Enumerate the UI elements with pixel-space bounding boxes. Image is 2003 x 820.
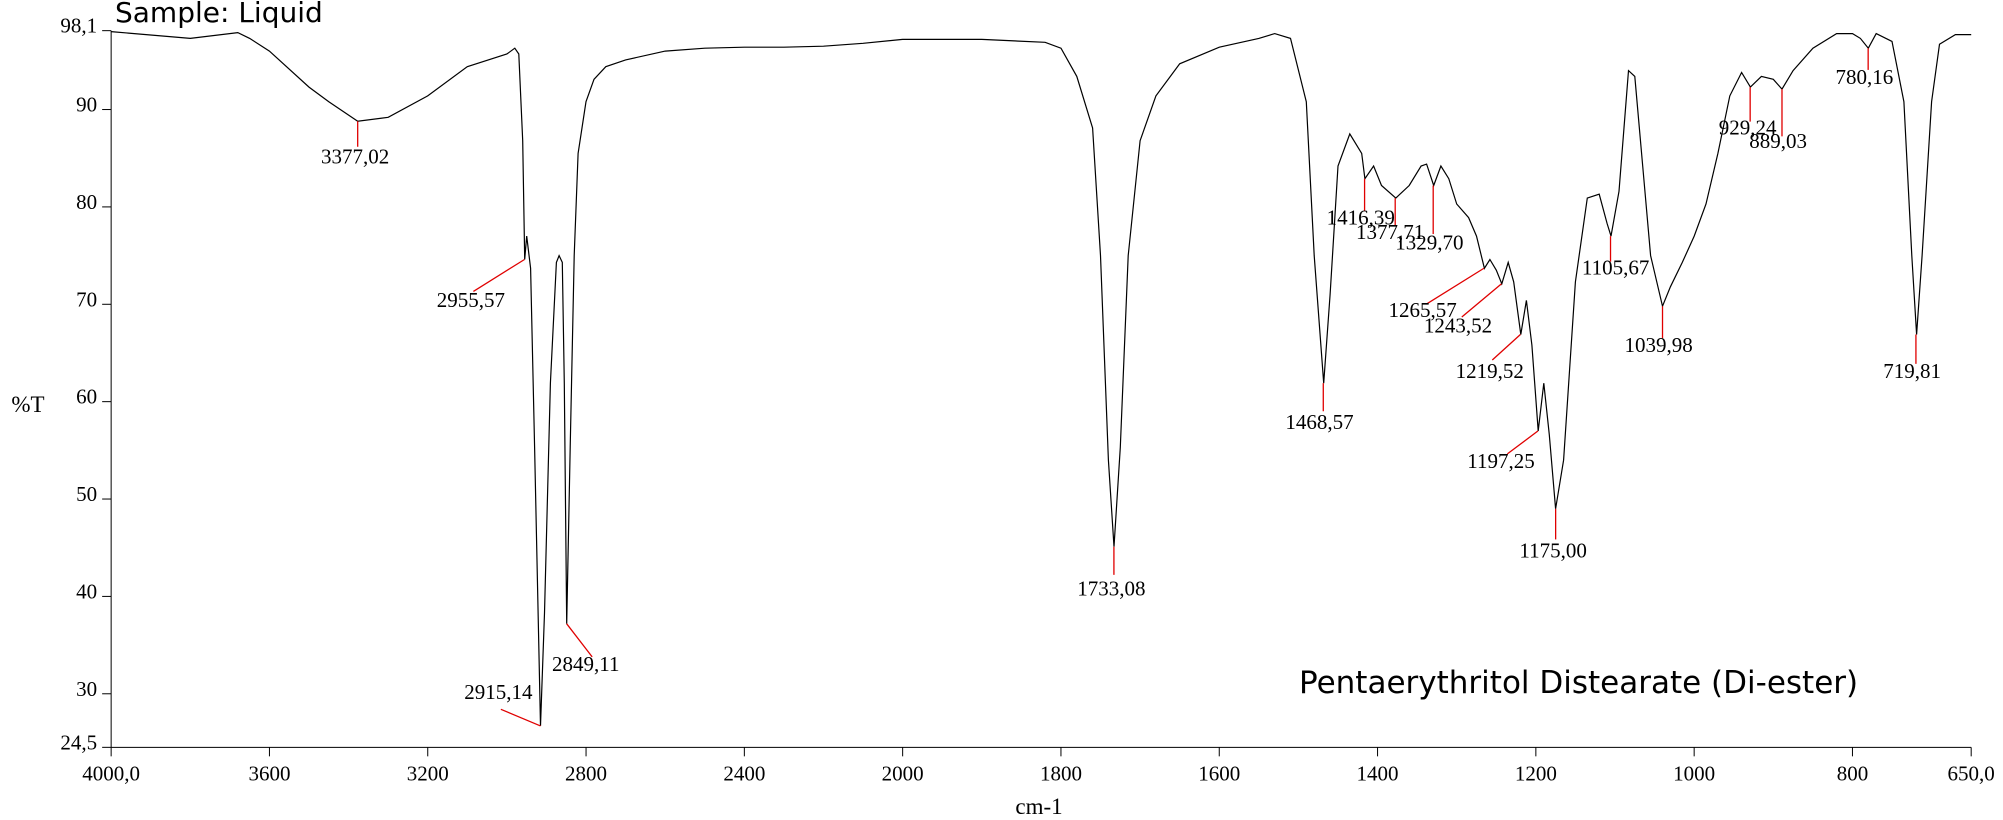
peak-label: 1219,52 — [1456, 359, 1524, 383]
peak-marker — [1506, 430, 1539, 455]
x-tick-label: 1600 — [1198, 761, 1240, 785]
peak-label: 1197,25 — [1467, 449, 1534, 473]
y-tick-label: 24,5 — [60, 730, 97, 754]
x-axis-label: cm-1 — [1015, 794, 1062, 819]
peak-label: 1377,71 — [1356, 220, 1424, 244]
y-tick-label: 60 — [76, 385, 97, 409]
peak-label: 780,16 — [1835, 65, 1893, 89]
peak-label: 1733,08 — [1077, 576, 1145, 600]
y-tick-label: 80 — [76, 190, 97, 214]
y-tick-label: 50 — [76, 482, 97, 506]
peak-label: 929,24 — [1719, 115, 1777, 139]
x-tick-label: 3600 — [248, 761, 290, 785]
peak-label: 2849,11 — [552, 652, 619, 676]
peak-marker — [1461, 283, 1502, 318]
peak-label: 1416,39 — [1327, 206, 1395, 230]
peak-marker — [1491, 333, 1521, 361]
y-tick-label: 70 — [76, 287, 97, 311]
x-tick-label: 3200 — [407, 761, 449, 785]
x-tick-label: 2400 — [723, 761, 765, 785]
peak-label: 1329,70 — [1395, 230, 1463, 254]
x-tick-label: 650,0 — [1948, 761, 1995, 785]
x-tick-label: 1400 — [1357, 761, 1399, 785]
peak-label: 719,81 — [1883, 359, 1941, 383]
peak-label: 1468,57 — [1285, 410, 1353, 434]
peak-label: 889,03 — [1749, 129, 1807, 153]
x-tick-label: 2000 — [882, 761, 924, 785]
spectrum-line — [111, 31, 1972, 726]
peak-label: 1105,67 — [1582, 255, 1649, 279]
peak-label: 1265,57 — [1389, 298, 1457, 322]
chart-annotation: Pentaerythritol Distearate (Di-ester) — [1299, 665, 1858, 701]
peak-marker — [473, 258, 525, 292]
y-tick-label: 40 — [76, 579, 97, 603]
peak-label: 1175,00 — [1519, 538, 1586, 562]
peak-marker — [1426, 267, 1485, 305]
y-tick-label: 98,1 — [60, 14, 97, 38]
x-tick-label: 1200 — [1515, 761, 1557, 785]
peak-marker — [566, 623, 593, 658]
peak-label: 3377,02 — [321, 144, 389, 168]
x-tick-label: 4000,0 — [82, 761, 140, 785]
x-tick-label: 800 — [1837, 761, 1869, 785]
peak-label: 2915,14 — [464, 680, 533, 704]
y-tick-label: 30 — [76, 677, 97, 701]
chart-title: Sample: Liquid — [115, 0, 323, 29]
x-tick-label: 1000 — [1673, 761, 1715, 785]
peak-label: 1243,52 — [1424, 313, 1492, 337]
peak-label: 1039,98 — [1625, 333, 1693, 357]
x-tick-label: 2800 — [565, 761, 607, 785]
peak-marker — [500, 708, 541, 727]
y-tick-label: 90 — [76, 93, 97, 117]
peak-label: 2955,57 — [437, 288, 505, 312]
x-tick-label: 1800 — [1040, 761, 1082, 785]
y-axis-label: %T — [11, 392, 44, 417]
